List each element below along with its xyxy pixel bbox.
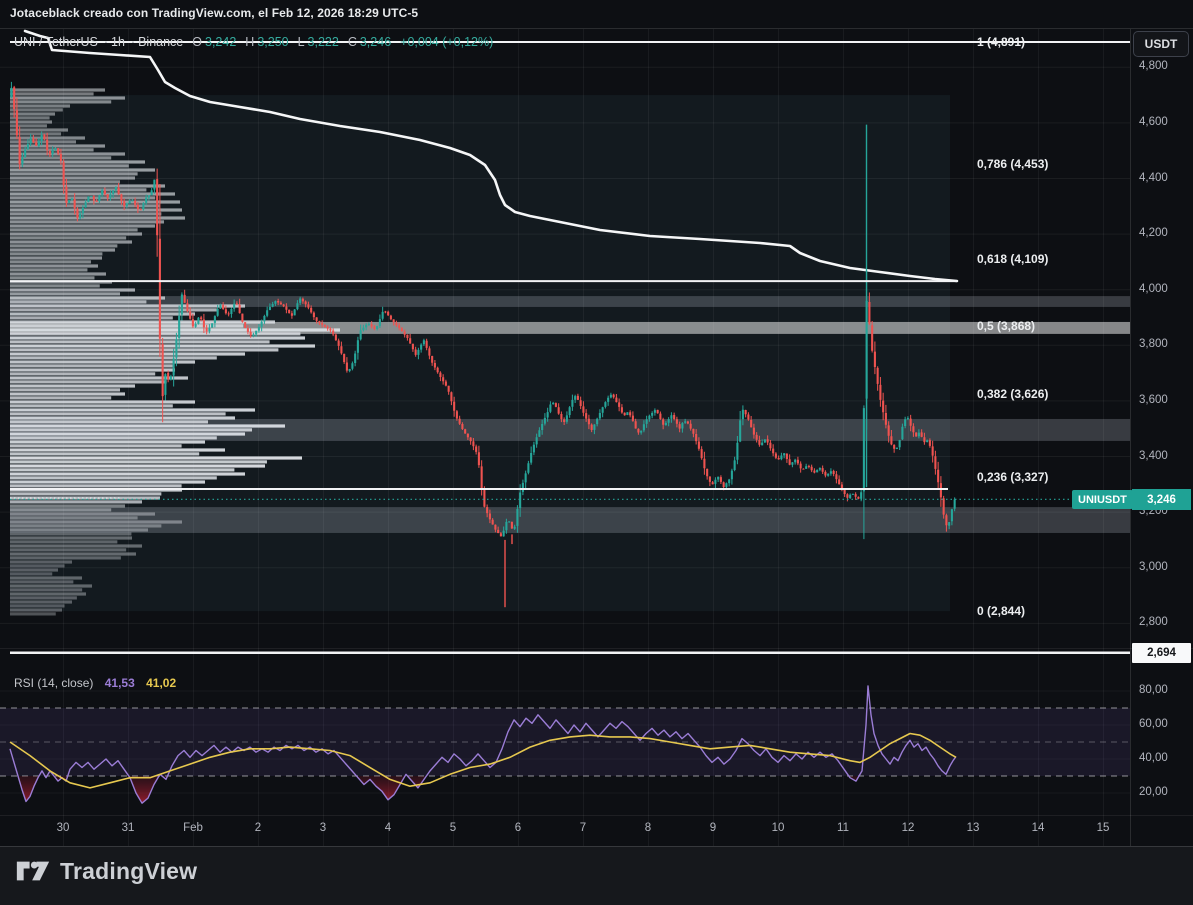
page-title: Jotaceblack creado con TradingView.com, … bbox=[10, 6, 419, 20]
fib-level-label-4: 0,382 (3,626) bbox=[977, 386, 1049, 401]
current-price-symbol-tag: UNIUSDT bbox=[1072, 490, 1133, 509]
ohlc-high-label: H bbox=[245, 35, 255, 49]
ohlc-low-value: 3,222 bbox=[307, 35, 339, 49]
ohlc-open-label: O bbox=[192, 35, 202, 49]
time-tick-6: 5 bbox=[449, 822, 457, 834]
time-tick-13: 12 bbox=[901, 822, 915, 834]
time-tick-16: 15 bbox=[1096, 822, 1110, 834]
price-tick-6: 3,600 bbox=[1139, 393, 1168, 406]
price-tick-5: 3,800 bbox=[1139, 338, 1168, 351]
fib-level-label-1: 0,786 (4,453) bbox=[977, 156, 1049, 171]
price-tick-3: 4,200 bbox=[1139, 227, 1168, 240]
time-tick-1: 31 bbox=[121, 822, 135, 834]
rsi-tick-0: 80,00 bbox=[1139, 684, 1168, 696]
time-tick-7: 6 bbox=[514, 822, 522, 834]
price-tick-1: 4,600 bbox=[1139, 115, 1168, 128]
legend-interval: 1h bbox=[111, 35, 125, 49]
time-tick-11: 10 bbox=[771, 822, 785, 834]
ohlc-close-label: C bbox=[347, 35, 357, 49]
legend-symbol: UNI / TetherUS bbox=[14, 35, 98, 49]
currency-unit-button[interactable]: USDT bbox=[1133, 31, 1189, 57]
ohlc-open-value: 3,242 bbox=[205, 35, 237, 49]
time-tick-3: 2 bbox=[254, 822, 262, 834]
legend-exchange: Binance bbox=[138, 35, 184, 49]
legend-separator: · bbox=[103, 35, 108, 49]
fib-level-label-5: 0,236 (3,327) bbox=[977, 469, 1049, 484]
rsi-ma-value: 41,02 bbox=[146, 676, 177, 690]
symbol-legend[interactable]: UNI / TetherUS · 1h · Binance O 3,242 H 3,250 L 3,… bbox=[14, 35, 496, 49]
price-tick-4: 4,000 bbox=[1139, 282, 1168, 295]
time-tick-8: 7 bbox=[579, 822, 587, 834]
legend-separator-2: · bbox=[130, 35, 136, 49]
rsi-tick-2: 40,00 bbox=[1139, 752, 1168, 764]
ohlc-change-value: +0,004 (+0,12%) bbox=[400, 35, 494, 49]
time-tick-12: 11 bbox=[837, 822, 849, 834]
ohlc-close-value: 3,246 bbox=[359, 35, 392, 49]
fib-level-label-0: 1 (4,891) bbox=[977, 35, 1026, 49]
fib-level-label-6: 0 (2,844) bbox=[977, 604, 1026, 619]
price-tick-0: 4,800 bbox=[1139, 60, 1168, 73]
rsi-title: RSI (14, close) bbox=[14, 676, 94, 690]
fib-level-label-2: 0,618 (4,109) bbox=[977, 252, 1049, 267]
current-price-axis-tag: 3,246 bbox=[1132, 489, 1191, 510]
ohlc-low-label: L bbox=[297, 35, 305, 49]
rsi-tick-1: 60,00 bbox=[1139, 718, 1168, 730]
tradingview-logo-text: TradingView bbox=[60, 857, 198, 884]
price-tick-9: 3,000 bbox=[1139, 560, 1168, 573]
time-tick-14: 13 bbox=[966, 822, 980, 834]
ohlc-high-value: 3,250 bbox=[257, 35, 289, 49]
time-tick-2: Feb bbox=[183, 822, 203, 834]
fib-level-label-3: 0,5 (3,868) bbox=[977, 319, 1036, 334]
price-tick-10: 2,800 bbox=[1139, 616, 1168, 629]
tradingview-logo-icon bbox=[16, 861, 50, 881]
horizontal-line-price-tag: 2,694 bbox=[1132, 643, 1191, 663]
time-tick-10: 9 bbox=[709, 822, 717, 834]
rsi-tick-3: 20,00 bbox=[1139, 786, 1168, 798]
time-tick-4: 3 bbox=[319, 822, 327, 834]
rsi-legend[interactable]: RSI (14, close) 41,53 41,02 bbox=[14, 676, 176, 690]
time-tick-5: 4 bbox=[384, 822, 392, 834]
price-tick-2: 4,400 bbox=[1139, 171, 1168, 184]
rsi-value: 41,53 bbox=[104, 676, 135, 690]
time-tick-0: 30 bbox=[56, 822, 70, 834]
price-tick-7: 3,400 bbox=[1139, 449, 1168, 462]
time-tick-9: 8 bbox=[644, 822, 652, 834]
time-tick-15: 14 bbox=[1031, 822, 1045, 834]
tradingview-logo[interactable]: TradingView bbox=[16, 856, 197, 886]
